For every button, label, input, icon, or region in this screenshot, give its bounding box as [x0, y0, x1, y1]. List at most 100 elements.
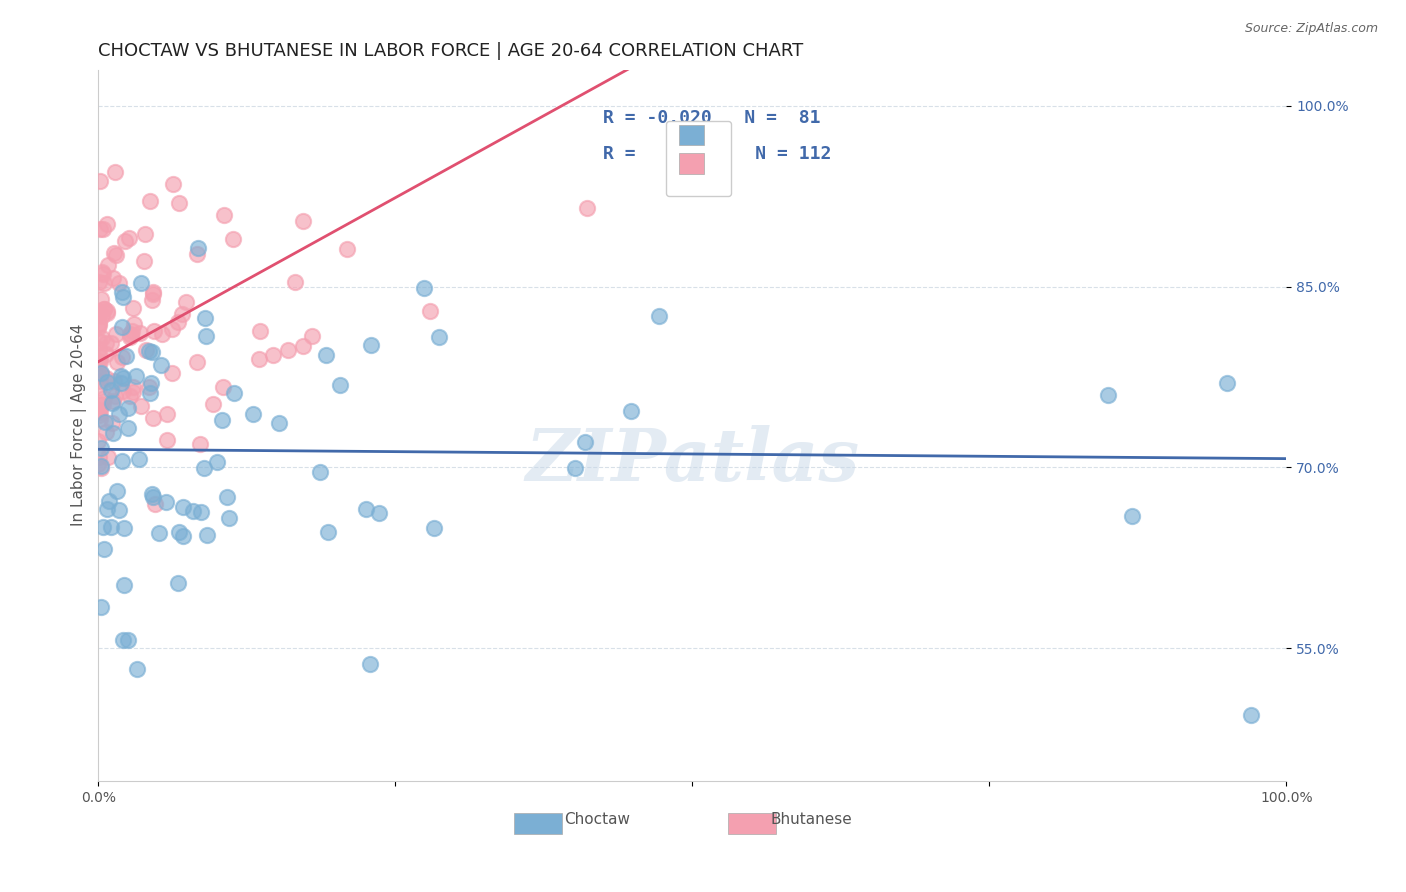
- Point: [143, 497, 166, 511]
- Point: [419, 303, 441, 318]
- Point: [135, 343, 157, 357]
- Point: [96, 303, 118, 318]
- Point: [222, 232, 245, 246]
- Point: [138, 344, 160, 359]
- Point: [93, 391, 115, 405]
- Point: [90, 366, 112, 380]
- FancyBboxPatch shape: [728, 813, 776, 834]
- Point: [141, 486, 163, 500]
- Point: [115, 349, 138, 363]
- Point: [128, 451, 150, 466]
- Point: [138, 380, 160, 394]
- Point: [112, 370, 135, 384]
- Point: [90, 368, 112, 382]
- Point: [89, 334, 111, 349]
- Point: [134, 227, 156, 242]
- Point: [132, 253, 155, 268]
- Point: [564, 461, 586, 475]
- Point: [181, 503, 204, 517]
- Point: [87, 450, 110, 464]
- Point: [141, 293, 163, 307]
- Point: [104, 165, 127, 179]
- Point: [117, 421, 139, 435]
- Point: [105, 483, 128, 498]
- Point: [89, 405, 111, 419]
- Point: [89, 354, 111, 368]
- Point: [207, 455, 229, 469]
- Point: [90, 293, 112, 307]
- Point: [87, 353, 110, 368]
- Point: [89, 222, 111, 236]
- Point: [574, 435, 596, 450]
- Point: [111, 350, 134, 364]
- Point: [90, 441, 112, 455]
- Point: [121, 324, 143, 338]
- Point: [195, 329, 218, 343]
- Point: [174, 294, 197, 309]
- Point: [202, 397, 225, 411]
- Point: [121, 380, 143, 394]
- Point: [101, 425, 124, 440]
- FancyBboxPatch shape: [515, 813, 562, 834]
- Point: [194, 310, 217, 325]
- Point: [87, 403, 110, 417]
- Point: [112, 633, 135, 648]
- Point: [117, 401, 139, 416]
- Point: [354, 502, 377, 516]
- Point: [90, 310, 112, 324]
- Point: [215, 490, 238, 504]
- Point: [1240, 707, 1263, 722]
- Point: [93, 302, 115, 317]
- Point: [117, 632, 139, 647]
- Point: [190, 505, 212, 519]
- Point: [648, 309, 671, 323]
- Point: [247, 351, 270, 366]
- Point: [104, 248, 127, 262]
- Point: [101, 393, 124, 408]
- Point: [218, 511, 240, 525]
- Point: [107, 503, 129, 517]
- Point: [89, 412, 111, 426]
- Point: [105, 327, 128, 342]
- Point: [142, 411, 165, 425]
- Point: [142, 287, 165, 301]
- Point: [110, 376, 132, 391]
- Point: [90, 599, 112, 614]
- Y-axis label: In Labor Force | Age 20-64: In Labor Force | Age 20-64: [72, 324, 87, 526]
- Point: [114, 234, 136, 248]
- Point: [156, 434, 179, 448]
- Point: [167, 524, 190, 539]
- Point: [89, 398, 111, 412]
- Point: [108, 276, 131, 290]
- Point: [1121, 508, 1143, 523]
- Point: [122, 317, 145, 331]
- Point: [108, 407, 131, 421]
- Point: [120, 328, 142, 343]
- Point: [87, 365, 110, 379]
- Point: [93, 276, 115, 290]
- Point: [269, 417, 291, 431]
- Point: [1097, 388, 1119, 402]
- Point: [429, 329, 451, 343]
- Point: [103, 245, 125, 260]
- Point: [89, 318, 111, 332]
- Point: [211, 380, 233, 394]
- Point: [87, 342, 110, 356]
- Point: [367, 507, 389, 521]
- Point: [100, 416, 122, 430]
- Point: [423, 521, 446, 535]
- Point: [91, 330, 114, 344]
- Point: [96, 425, 118, 439]
- Point: [193, 461, 215, 475]
- Point: [118, 330, 141, 344]
- Point: [112, 290, 135, 304]
- Point: [129, 276, 152, 290]
- Point: [172, 307, 194, 321]
- Point: [90, 459, 112, 474]
- Point: [103, 271, 125, 285]
- Point: [162, 177, 184, 191]
- Point: [118, 389, 141, 403]
- Point: [186, 247, 208, 261]
- Text: Bhutanese: Bhutanese: [770, 812, 852, 827]
- Point: [139, 194, 162, 208]
